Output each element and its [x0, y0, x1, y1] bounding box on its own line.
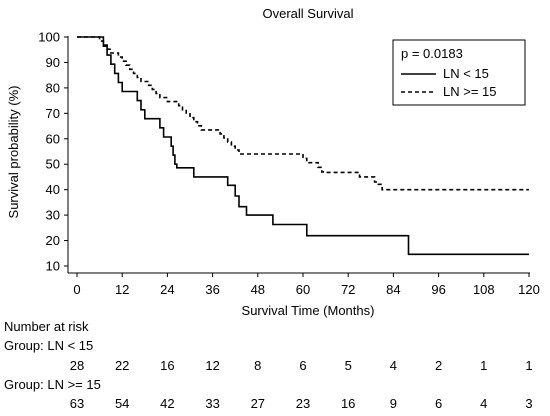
y-tick-label: 50: [46, 157, 60, 172]
x-tick-label: 60: [296, 282, 310, 297]
risk-group-1-label: Group: LN < 15: [4, 338, 93, 353]
legend: p = 0.0183 LN < 15 LN >= 15: [392, 39, 526, 106]
y-tick-label: 100: [38, 30, 60, 45]
y-tick-label: 80: [46, 80, 60, 95]
risk-count: 6: [299, 358, 306, 373]
risk-count: 5: [345, 358, 352, 373]
axes: [67, 36, 530, 274]
y-tick-label: 30: [46, 208, 60, 223]
y-tick-label: 90: [46, 55, 60, 70]
x-tick-label: 36: [205, 282, 219, 297]
x-tick-label: 0: [73, 282, 80, 297]
chart-title: Overall Survival: [262, 6, 353, 21]
risk-count: 23: [296, 396, 310, 411]
risk-count: 54: [115, 396, 129, 411]
y-tick-label: 20: [46, 233, 60, 248]
survival-curves: [77, 36, 529, 256]
risk-count: 1: [480, 358, 487, 373]
p-value-annotation: p = 0.0183: [401, 46, 463, 61]
risk-count: 16: [341, 396, 355, 411]
risk-count: 6: [435, 396, 442, 411]
y-tick-label: 70: [46, 106, 60, 121]
risk-count: 8: [254, 358, 261, 373]
survival-line-ln-lt-15: [77, 36, 529, 256]
y-tick-label: 10: [46, 259, 60, 274]
risk-count: 16: [160, 358, 174, 373]
x-tick-label: 84: [386, 282, 400, 297]
risk-count: 9: [390, 396, 397, 411]
x-tick-label: 108: [473, 282, 495, 297]
y-tick-label: 40: [46, 182, 60, 197]
risk-count: 1: [525, 358, 532, 373]
risk-count: 4: [480, 396, 487, 411]
y-tick-label: 60: [46, 131, 60, 146]
x-tick-label: 24: [160, 282, 174, 297]
risk-count: 63: [70, 396, 84, 411]
risk-count: 22: [115, 358, 129, 373]
risk-count: 42: [160, 396, 174, 411]
risk-count: 33: [205, 396, 219, 411]
risk-count: 27: [251, 396, 265, 411]
risk-group-2-label: Group: LN >= 15: [4, 377, 101, 392]
legend-label-ln-lt-15: LN < 15: [443, 66, 489, 81]
x-tick-label: 120: [518, 282, 540, 297]
y-axis-label: Survival probability (%): [6, 86, 21, 219]
x-tick-label: 72: [341, 282, 355, 297]
risk-row-ln-lt-15: 28 22 16 12 8 6 5 4 2 1 1: [70, 358, 533, 373]
risk-count: 4: [390, 358, 397, 373]
risk-count: 2: [435, 358, 442, 373]
risk-count: 3: [525, 396, 532, 411]
x-tick-label: 12: [115, 282, 129, 297]
survival-line-ln-ge-15: [77, 36, 529, 191]
risk-table-header: Number at risk: [4, 319, 89, 334]
x-tick-label: 96: [431, 282, 445, 297]
risk-table: Number at risk Group: LN < 15 28 22 16 12 8 6…: [4, 319, 533, 411]
risk-row-ln-ge-15: 63 54 42 33 27 23 16 9 6 4 3: [70, 396, 533, 411]
x-ticks: 0 12 24 36 48 60 72 84 96 108 120: [73, 273, 540, 297]
y-ticks: 10 20 30 40 50 60 70 80 90 100: [38, 30, 68, 274]
legend-label-ln-ge-15: LN >= 15: [443, 84, 497, 99]
x-axis-label: Survival Time (Months): [242, 303, 375, 318]
risk-count: 28: [70, 358, 84, 373]
x-tick-label: 48: [251, 282, 265, 297]
risk-count: 12: [205, 358, 219, 373]
legend-box: [392, 39, 526, 106]
